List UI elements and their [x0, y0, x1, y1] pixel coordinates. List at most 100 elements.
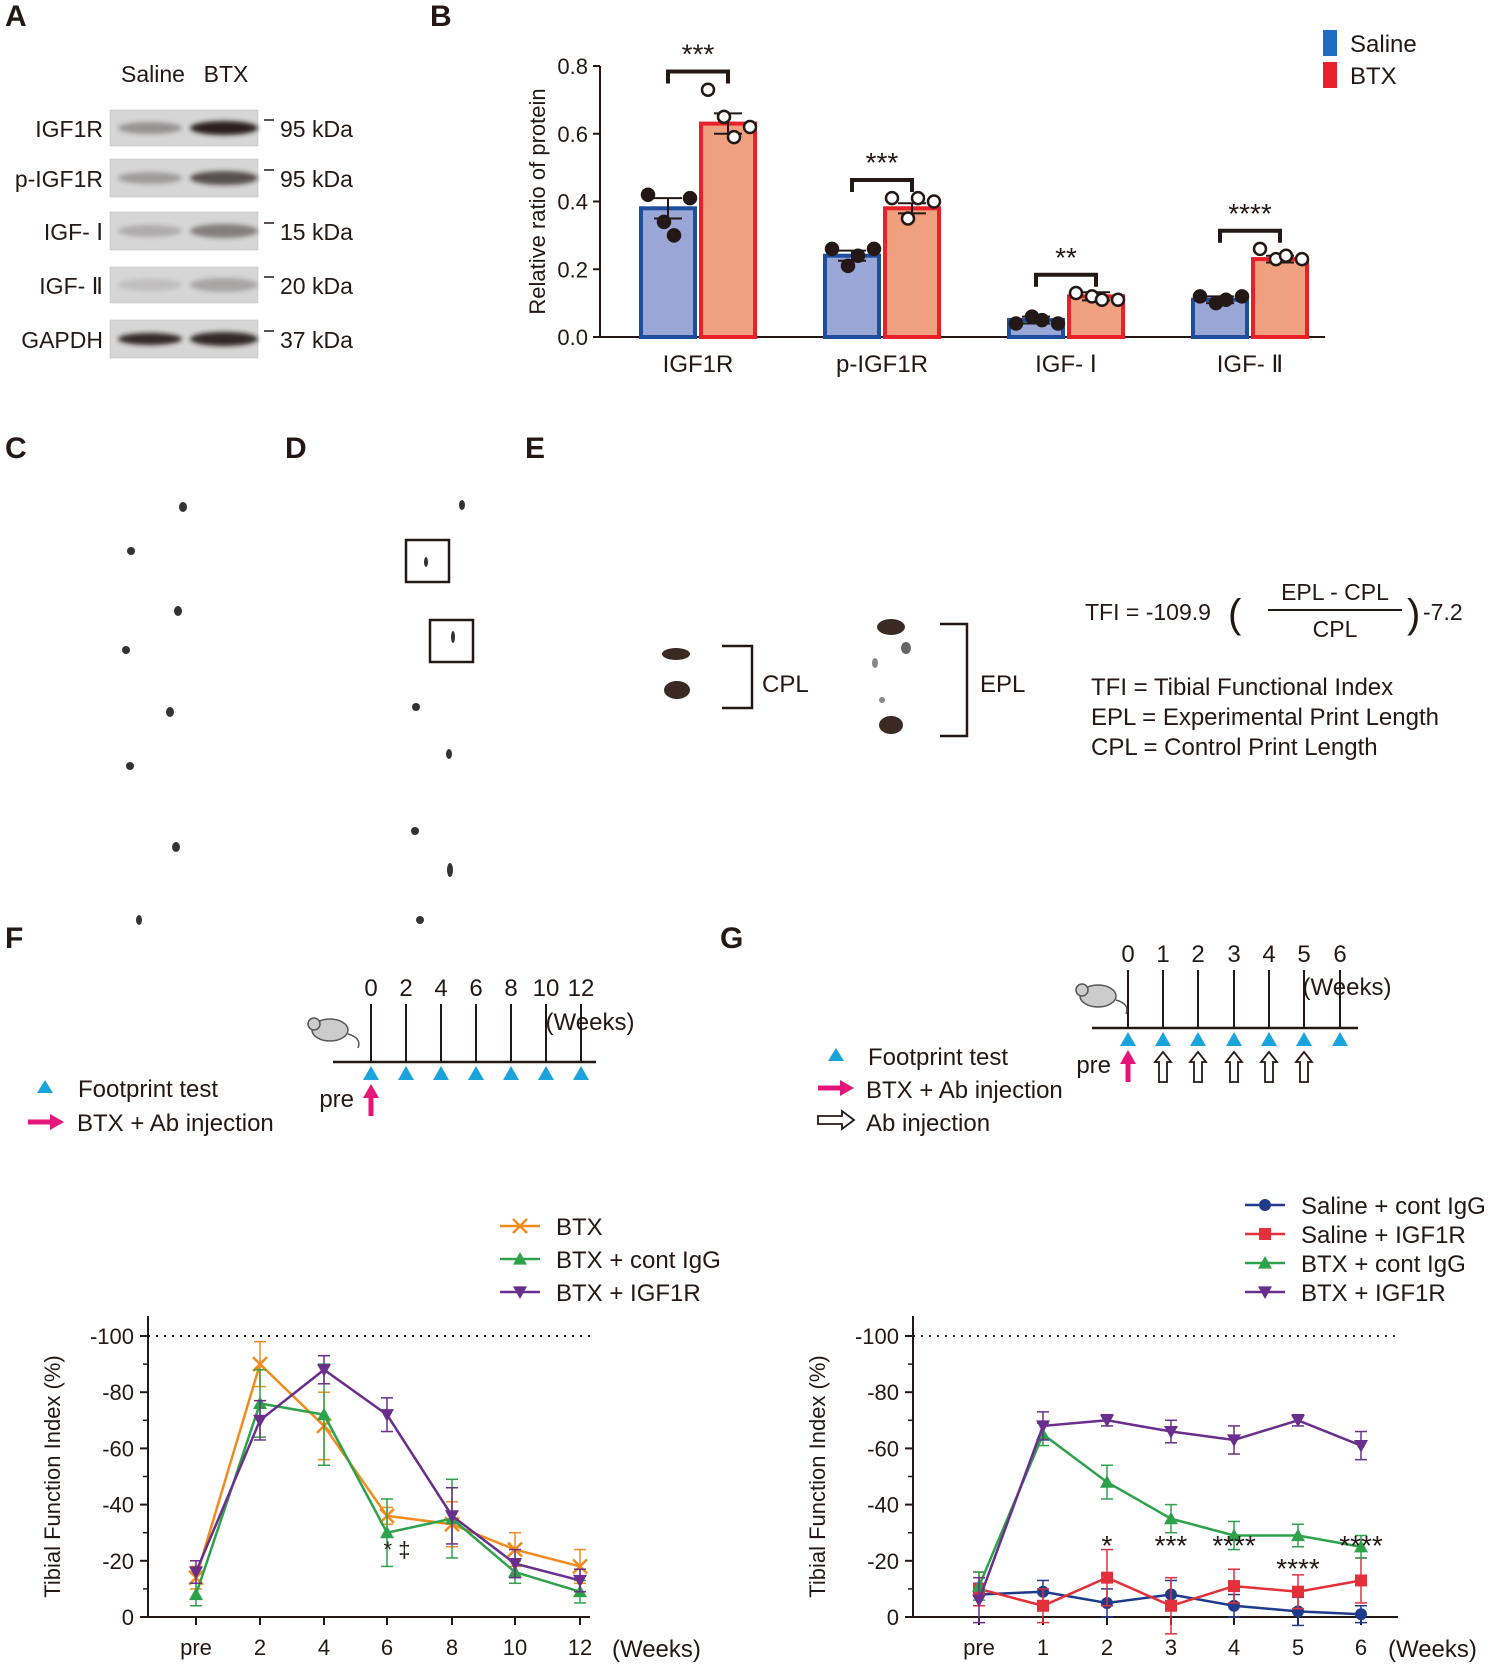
significance-bracket	[666, 69, 730, 84]
timeline-tick-label: 8	[504, 975, 517, 1002]
data-marker-triangle-up	[1227, 1528, 1241, 1542]
y-tick-label: -60	[867, 1436, 899, 1461]
data-point	[926, 194, 942, 209]
data-marker-square	[1355, 1574, 1367, 1587]
data-point	[900, 211, 916, 226]
data-point	[1050, 316, 1066, 331]
data-marker-square	[1292, 1585, 1304, 1598]
footprint-test-marker	[1226, 1032, 1242, 1046]
x-tick-label: 4	[1228, 1635, 1240, 1660]
legend-label: BTX	[1350, 63, 1397, 90]
data-marker-triangle-down	[1164, 1425, 1178, 1439]
footprint-test-marker	[1332, 1032, 1348, 1046]
footprint-test-marker	[433, 1066, 449, 1080]
footprint	[446, 749, 452, 759]
cpl-bracket	[722, 644, 754, 710]
data-point	[850, 248, 866, 263]
footprint-experimental-mid	[901, 642, 911, 654]
timeline-g: Footprint test BTX + Ab injection Ab inj…	[817, 941, 1391, 1137]
footprint	[172, 842, 180, 852]
significance-label: ***	[682, 39, 715, 70]
mouse-icon-head	[307, 1017, 321, 1031]
data-marker-x	[572, 1558, 588, 1575]
footprint-test-marker	[363, 1066, 379, 1080]
timeline-tick-label: 12	[568, 975, 595, 1002]
ab-injection-arrow	[1188, 1050, 1208, 1083]
data-point	[742, 119, 758, 135]
timeline-tick-label: 2	[399, 975, 412, 1002]
footprint-experimental-heel	[879, 716, 903, 734]
data-point	[1034, 312, 1050, 328]
significance-annotation: * ‡	[384, 1537, 411, 1562]
data-marker-triangle-up	[1354, 1539, 1368, 1553]
data-marker-triangle-down	[513, 1286, 527, 1299]
data-marker-square	[1228, 1580, 1240, 1593]
y-tick-label: -100	[855, 1324, 899, 1349]
timeline-tick-label: 5	[1297, 941, 1310, 968]
formula-close-paren: )	[1407, 592, 1420, 636]
blot-column-btx: BTX	[204, 61, 249, 87]
timeline-tick-label: 10	[533, 975, 560, 1002]
data-point	[1094, 292, 1110, 307]
y-tick-label: -40	[867, 1493, 899, 1518]
data-point	[700, 82, 716, 97]
significance-label: ****	[1339, 1530, 1383, 1561]
x-axis-label: (Weeks)	[1388, 1636, 1477, 1663]
data-marker-square	[1259, 1228, 1271, 1240]
legend-btx-ab-injection: BTX + Ab injection	[866, 1077, 1063, 1104]
line-chart-g: 0 -20 -40 -60 -80 -100 Tibial Function Index (…	[805, 1193, 1486, 1663]
x-axis-label: (Weeks)	[612, 1636, 701, 1663]
data-marker-triangle-down	[317, 1364, 331, 1377]
data-point	[884, 190, 900, 206]
tfi-formula-denominator: CPL	[1313, 616, 1358, 642]
data-marker-triangle-down	[1036, 1420, 1050, 1433]
timeline-tick-label: 4	[434, 975, 447, 1002]
footprint-test-marker	[1296, 1032, 1312, 1046]
significance-bracket	[1034, 272, 1098, 287]
significance-bracket	[1218, 228, 1282, 243]
x-tick-label: 12	[568, 1635, 592, 1660]
footprint-test-marker	[468, 1066, 484, 1080]
blot-band-saline	[118, 225, 182, 237]
y-tick-label: -80	[102, 1380, 134, 1405]
line-chart-f: 0 -20 -40 -60 -80 -100 Tibial Function Index (…	[40, 1214, 721, 1663]
y-axis-label: Relative ratio of protein	[525, 88, 550, 314]
timeline-tick-label: 1	[1156, 941, 1169, 968]
bar-btx	[699, 121, 757, 340]
ab-injection-arrow	[1259, 1050, 1279, 1083]
highlight-box	[404, 538, 451, 584]
data-marker-square	[1037, 1599, 1049, 1612]
footprint	[126, 762, 134, 770]
x-tick-label: 5	[1292, 1635, 1304, 1660]
significance-label: ****	[1276, 1553, 1320, 1584]
legend-label: BTX	[556, 1214, 603, 1241]
blot-label-0: IGF1R	[35, 116, 103, 142]
y-tick-label: -20	[867, 1549, 899, 1574]
data-marker-triangle-up	[317, 1407, 331, 1421]
data-point	[656, 214, 672, 230]
data-marker-triangle-down	[508, 1558, 522, 1571]
formula-open-paren: (	[1228, 592, 1242, 636]
timeline-tick-label: 4	[1262, 941, 1275, 968]
definition-tfi: TFI = Tibial Functional Index	[1091, 674, 1393, 701]
timeline-tick-label: 6	[469, 975, 482, 1002]
data-marker-circle	[1355, 1608, 1367, 1621]
data-marker-triangle-down	[1354, 1439, 1368, 1453]
legend-footprint-test: Footprint test	[868, 1044, 1008, 1071]
data-marker-circle	[1259, 1199, 1271, 1211]
x-tick-label: 10	[503, 1635, 527, 1660]
y-tick-label: 0	[122, 1605, 134, 1630]
data-point	[1294, 251, 1310, 267]
footprint-experimental-mark	[879, 697, 885, 703]
footprint-track-c	[122, 502, 187, 925]
legend-label: BTX + IGF1R	[556, 1280, 701, 1307]
panel-letter-b: B	[430, 0, 452, 33]
data-point	[640, 187, 656, 202]
blot-band-saline	[118, 122, 182, 134]
footprint	[127, 547, 135, 555]
data-marker-triangle-up	[1258, 1256, 1272, 1269]
significance-label: ****	[1228, 198, 1272, 229]
data-marker-triangle-down	[1227, 1434, 1241, 1447]
